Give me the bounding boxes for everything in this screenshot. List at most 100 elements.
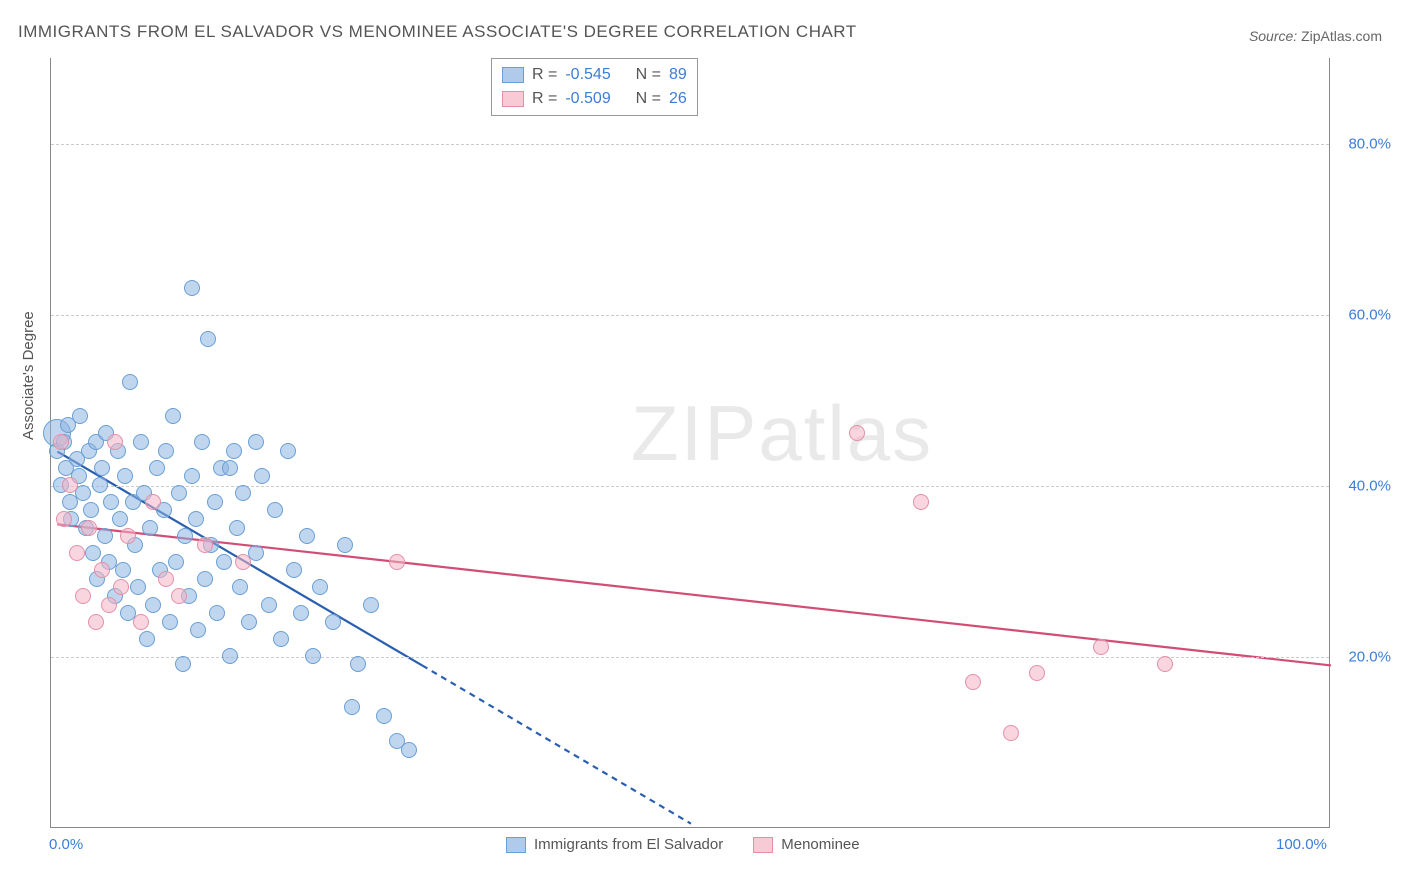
scatter-point [363,597,379,613]
scatter-point [122,374,138,390]
scatter-point [261,597,277,613]
scatter-point [241,614,257,630]
scatter-point [83,502,99,518]
scatter-point [115,562,131,578]
scatter-point [139,631,155,647]
r-label-1: R = [532,87,557,111]
plot-area: ZIPatlas R = -0.545 N = 89 R = -0.509 N … [50,58,1330,828]
scatter-point [62,477,78,493]
scatter-point [184,280,200,296]
scatter-point [222,648,238,664]
grid-line [51,144,1329,145]
scatter-point [85,545,101,561]
scatter-point [75,588,91,604]
scatter-point [849,425,865,441]
scatter-point [56,511,72,527]
n-label-1: N = [636,87,661,111]
scatter-point [216,554,232,570]
legend-label-1: Menominee [781,836,859,853]
y-tick-label: 40.0% [1348,477,1391,494]
scatter-point [401,742,417,758]
scatter-point [235,554,251,570]
r-value-0: -0.545 [565,63,610,87]
scatter-point [81,520,97,536]
regression-line [57,524,1331,665]
scatter-point [235,485,251,501]
scatter-point [197,537,213,553]
scatter-point [145,597,161,613]
scatter-point [133,614,149,630]
chart-title: IMMIGRANTS FROM EL SALVADOR VS MENOMINEE… [18,22,857,42]
y-tick-label: 20.0% [1348,648,1391,665]
source-name: ZipAtlas.com [1301,28,1382,44]
bottom-legend: Immigrants from El Salvador Menominee [506,836,860,853]
scatter-point [158,571,174,587]
scatter-point [171,485,187,501]
x-tick-label: 100.0% [1276,836,1327,853]
scatter-point [209,605,225,621]
scatter-point [188,511,204,527]
scatter-point [226,443,242,459]
scatter-point [92,477,108,493]
scatter-point [168,554,184,570]
scatter-point [69,545,85,561]
legend-label-0: Immigrants from El Salvador [534,836,723,853]
legend-item-1: Menominee [753,836,859,853]
n-label-0: N = [636,63,661,87]
scatter-point [88,614,104,630]
scatter-point [197,571,213,587]
scatter-point [165,408,181,424]
stats-legend-box: R = -0.545 N = 89 R = -0.509 N = 26 [491,58,698,116]
scatter-point [312,579,328,595]
scatter-point [113,579,129,595]
n-value-0: 89 [669,63,687,87]
legend-item-0: Immigrants from El Salvador [506,836,723,853]
source-label: Source: [1249,28,1297,44]
scatter-point [913,494,929,510]
r-value-1: -0.509 [565,87,610,111]
scatter-point [120,528,136,544]
y-tick-label: 60.0% [1348,306,1391,323]
scatter-point [350,656,366,672]
scatter-point [107,434,123,450]
scatter-point [112,511,128,527]
scatter-point [190,622,206,638]
scatter-point [200,331,216,347]
source-attribution: Source: ZipAtlas.com [1249,28,1382,44]
scatter-point [103,494,119,510]
scatter-point [162,614,178,630]
scatter-point [1029,665,1045,681]
regression-line [422,665,691,823]
y-tick-label: 80.0% [1348,135,1391,152]
scatter-point [232,579,248,595]
scatter-point [145,494,161,510]
scatter-point [207,494,223,510]
grid-line [51,315,1329,316]
scatter-point [133,434,149,450]
scatter-point [175,656,191,672]
x-tick-label: 0.0% [49,836,83,853]
scatter-point [325,614,341,630]
scatter-point [94,562,110,578]
y-axis-title: Associate's Degree [20,311,37,440]
scatter-point [222,460,238,476]
swatch-pink-icon [502,91,524,107]
scatter-point [248,434,264,450]
stats-row-series-1: R = -0.509 N = 26 [502,87,687,111]
scatter-point [149,460,165,476]
scatter-point [94,460,110,476]
scatter-point [337,537,353,553]
scatter-point [305,648,321,664]
scatter-point [293,605,309,621]
scatter-point [171,588,187,604]
scatter-point [194,434,210,450]
regression-lines-layer [51,58,1329,827]
scatter-point [184,468,200,484]
scatter-point [142,520,158,536]
scatter-point [1157,656,1173,672]
n-value-1: 26 [669,87,687,111]
scatter-point [254,468,270,484]
scatter-point [229,520,245,536]
legend-swatch-blue-icon [506,837,526,853]
scatter-point [280,443,296,459]
